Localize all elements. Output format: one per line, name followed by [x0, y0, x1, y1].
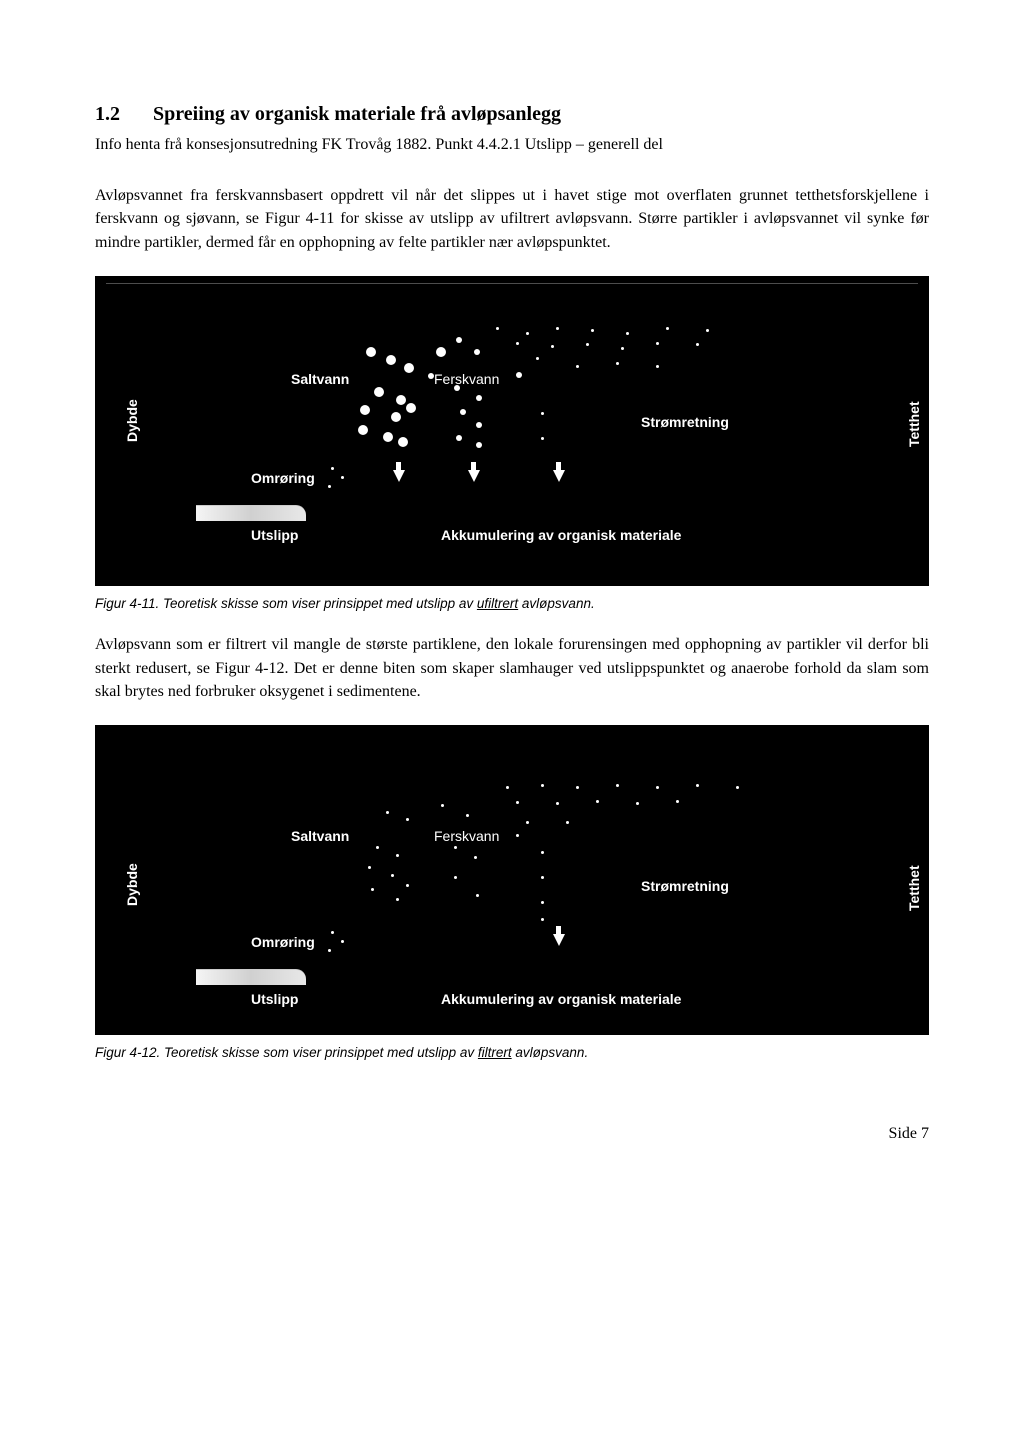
page-number: Side 7 — [95, 1122, 929, 1145]
fig2-utslipp-box — [196, 969, 306, 985]
fig1-utslipp-box — [196, 505, 306, 521]
figure-4-11-caption: Figur 4-11. Teoretisk skisse som viser p… — [95, 594, 929, 614]
fig2-caption-b: avløpsvann. — [512, 1045, 589, 1060]
fig1-caption-a: Figur 4-11. Teoretisk skisse som viser p… — [95, 596, 477, 611]
fig2-stromretning-label: Strømretning — [641, 876, 729, 896]
fig1-omroring-label: Omrøring — [251, 468, 315, 488]
fig1-caption-underline: ufiltrert — [477, 596, 518, 611]
section-heading: 1.2 Spreiing av organisk materiale frå a… — [95, 100, 929, 129]
fig1-akkum-label: Akkumulering av organisk materiale — [441, 525, 681, 545]
paragraph-1: Avløpsvannet fra ferskvannsbasert oppdre… — [95, 184, 929, 254]
fig1-dybde-label: Dybde — [122, 399, 142, 442]
fig2-akkum-label: Akkumulering av organisk materiale — [441, 989, 681, 1009]
fig2-saltvann-label: Saltvann — [291, 826, 349, 846]
fig2-dybde-label: Dybde — [122, 863, 142, 906]
fig2-ferskvann-label: Ferskvann — [434, 826, 499, 846]
fig1-tetthet-label: Tetthet — [904, 401, 924, 447]
fig2-tetthet-label: Tetthet — [904, 865, 924, 911]
fig1-caption-b: avløpsvann. — [518, 596, 595, 611]
fig2-caption-a: Figur 4-12. Teoretisk skisse som viser p… — [95, 1045, 478, 1060]
heading-number: 1.2 — [95, 100, 153, 129]
heading-title: Spreiing av organisk materiale frå avløp… — [153, 100, 561, 129]
figure-4-12: Dybde Tetthet Saltvann Ferskvann Strømre… — [95, 725, 929, 1035]
fig2-omroring-label: Omrøring — [251, 932, 315, 952]
fig1-utslipp-label: Utslipp — [251, 525, 298, 545]
figure-4-11: Dybde Tetthet Saltvann Ferskvann Strømre… — [95, 276, 929, 586]
fig1-saltvann-label: Saltvann — [291, 369, 349, 389]
figure-4-12-caption: Figur 4-12. Teoretisk skisse som viser p… — [95, 1043, 929, 1063]
fig2-caption-underline: filtrert — [478, 1045, 512, 1060]
fig2-utslipp-label: Utslipp — [251, 989, 298, 1009]
paragraph-2: Avløpsvann som er filtrert vil mangle de… — [95, 633, 929, 703]
fig1-stromretning-label: Strømretning — [641, 412, 729, 432]
fig1-ferskvann-label: Ferskvann — [434, 369, 499, 389]
subheading: Info henta frå konsesjonsutredning FK Tr… — [95, 133, 929, 156]
